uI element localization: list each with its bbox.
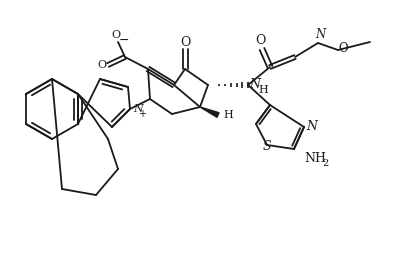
Text: O: O: [255, 34, 265, 48]
Text: O: O: [97, 60, 107, 70]
Text: S: S: [263, 140, 271, 152]
Text: N: N: [249, 78, 260, 91]
Text: NH: NH: [304, 152, 326, 166]
Text: N: N: [315, 29, 325, 41]
Text: N: N: [133, 104, 143, 114]
Text: −: −: [119, 33, 129, 47]
Text: H: H: [258, 85, 268, 95]
Text: N: N: [306, 121, 317, 133]
Text: O: O: [112, 30, 120, 40]
Text: H: H: [223, 110, 233, 120]
Polygon shape: [200, 107, 219, 117]
Text: O: O: [180, 35, 190, 49]
Text: O: O: [338, 42, 348, 56]
Text: 2: 2: [322, 159, 328, 168]
Text: +: +: [138, 109, 146, 119]
